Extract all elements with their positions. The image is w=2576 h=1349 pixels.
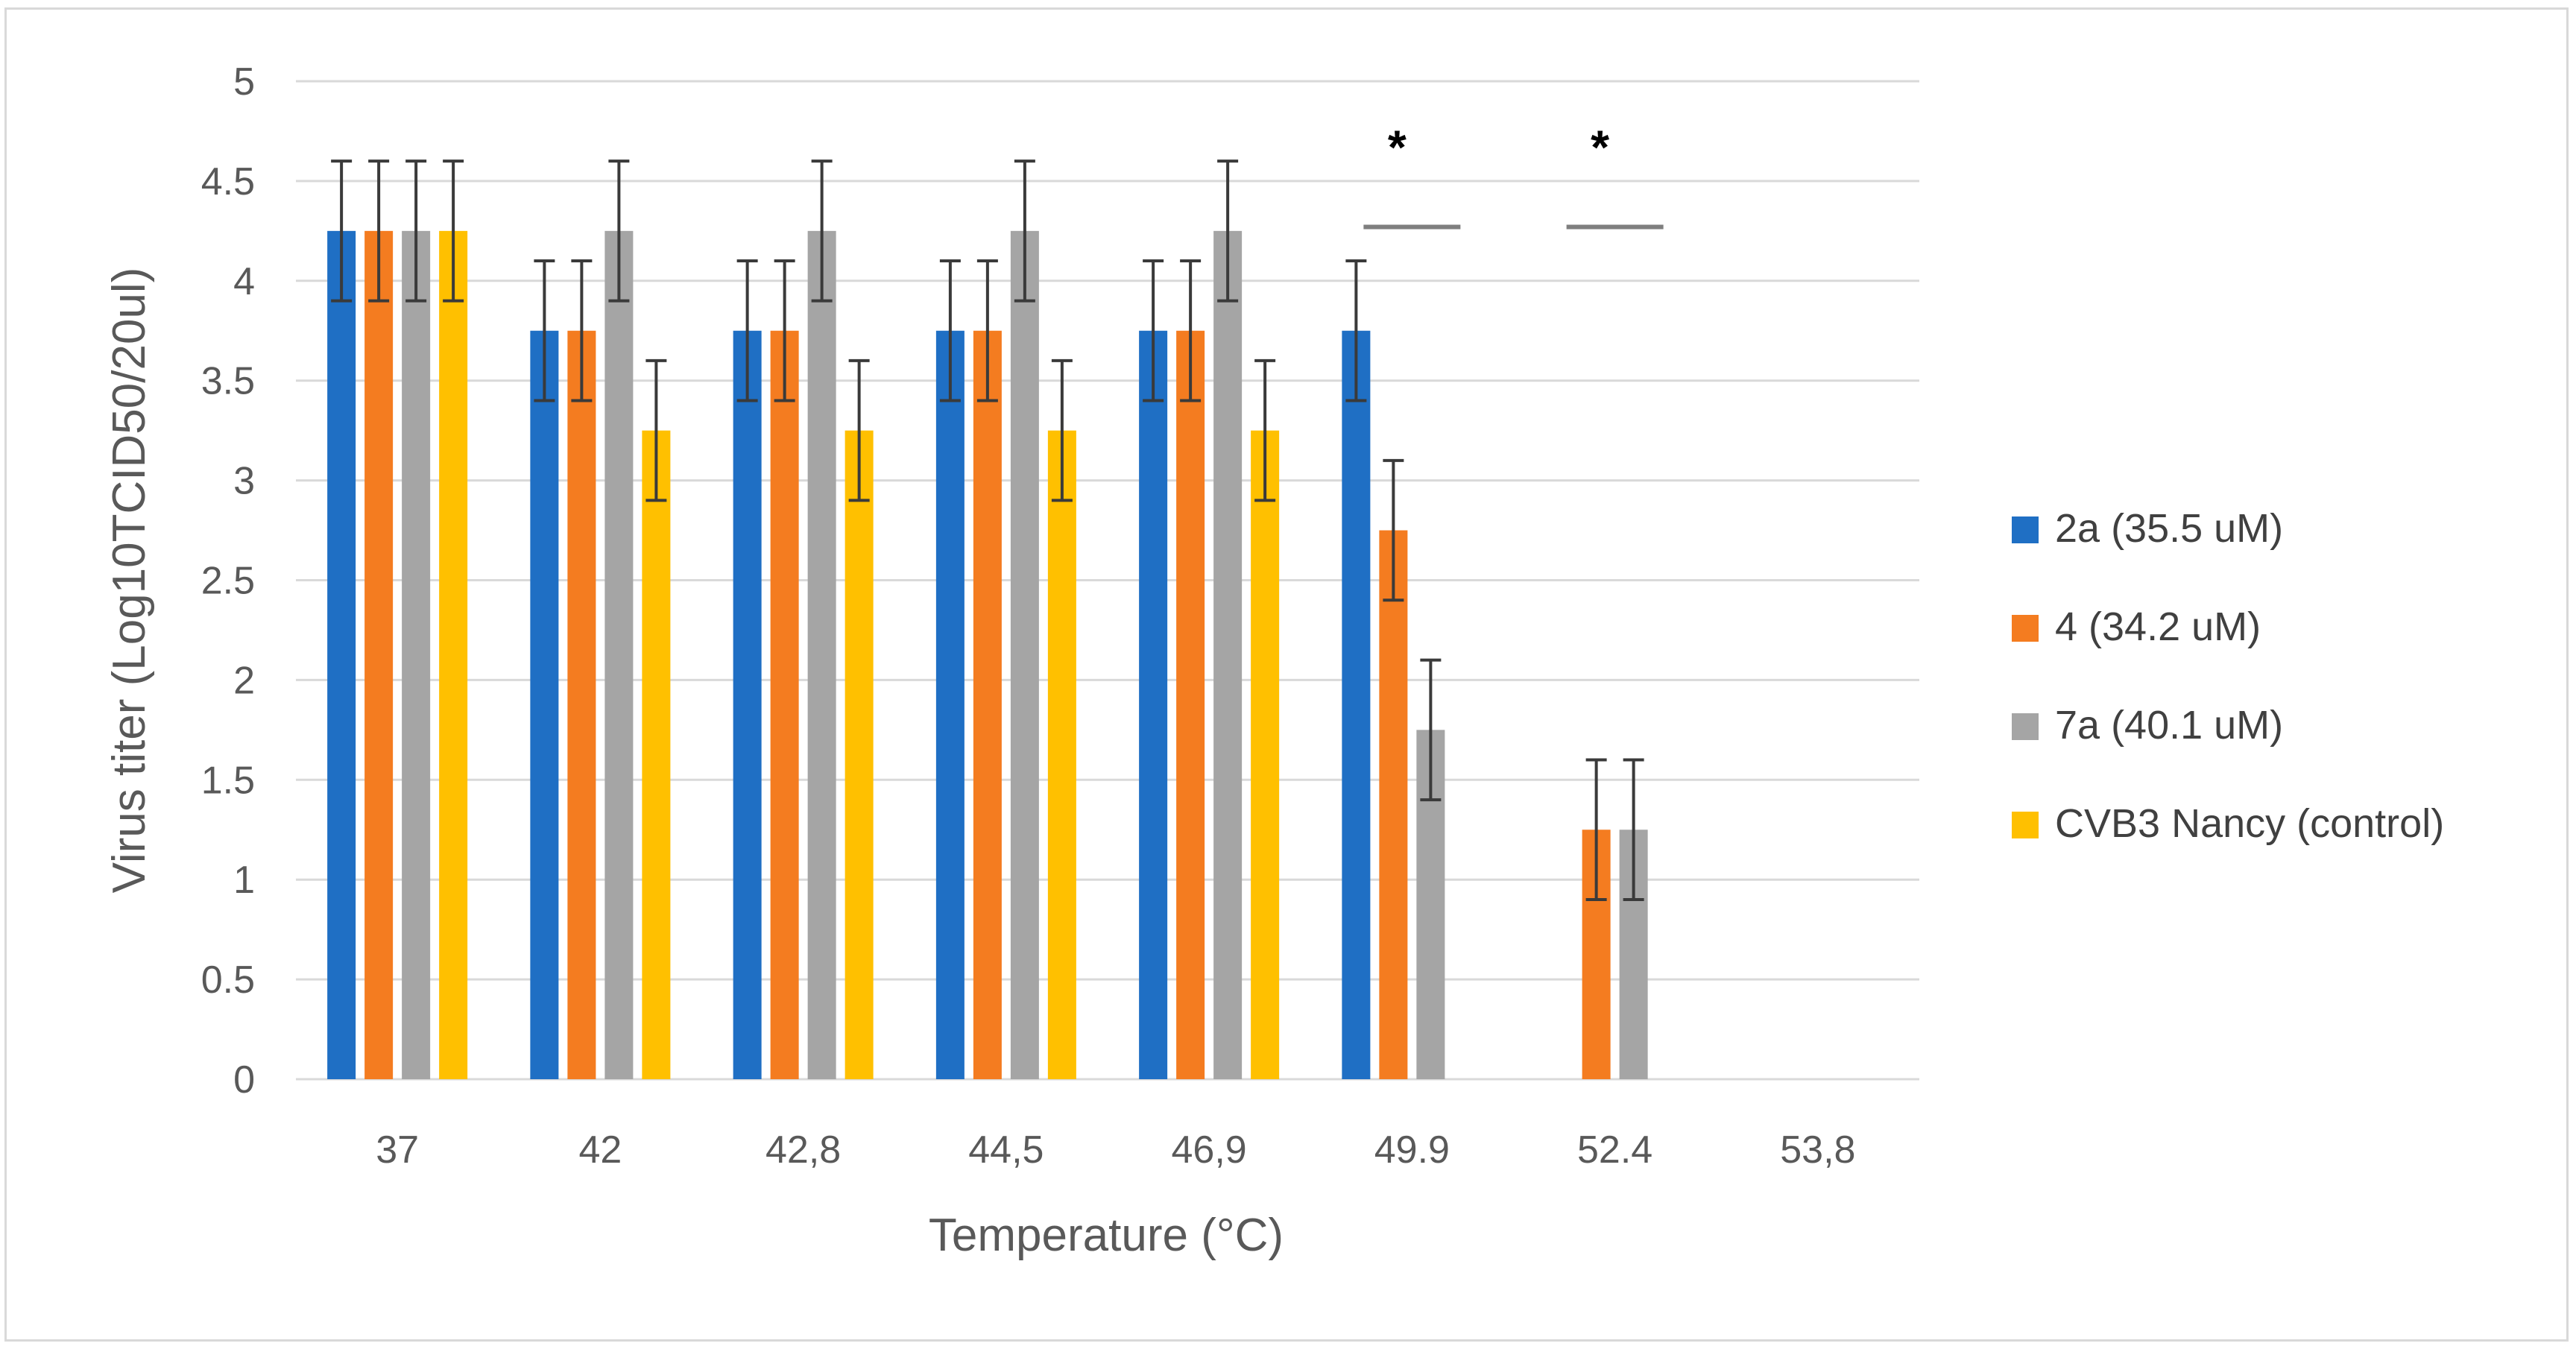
bar (1251, 430, 1280, 1079)
legend-swatch (2012, 615, 2039, 642)
bar (1139, 330, 1168, 1079)
legend-label: 4 (34.2 uM) (2055, 604, 2261, 649)
y-tick-label: 0 (233, 1058, 255, 1102)
legend-label: 7a (40.1 uM) (2055, 703, 2283, 748)
y-tick-label: 3 (233, 460, 255, 503)
bar (1342, 330, 1371, 1079)
x-tick-label: 52.4 (1577, 1128, 1652, 1172)
x-tick-label: 53,8 (1780, 1128, 1855, 1172)
bar (1379, 530, 1408, 1079)
bar (1213, 230, 1243, 1080)
significance-marker: * (1591, 120, 1609, 174)
bar (1010, 230, 1039, 1080)
y-tick-label: 1.5 (201, 759, 255, 802)
x-tick-label: 42 (578, 1128, 622, 1172)
bar (604, 230, 634, 1080)
bar (733, 330, 762, 1079)
x-axis-title: Temperature (°C) (929, 1210, 1284, 1261)
bar (935, 330, 965, 1079)
x-tick-label: 49.9 (1374, 1128, 1450, 1172)
bar (973, 330, 1002, 1079)
legend-swatch (2012, 812, 2039, 838)
bar (807, 230, 836, 1080)
bar (530, 330, 559, 1079)
y-tick-label: 1 (233, 859, 255, 902)
y-tick-label: 5 (233, 60, 255, 104)
bar (1176, 330, 1205, 1079)
bar (364, 230, 394, 1080)
y-tick-label: 4.5 (201, 160, 255, 203)
y-tick-label: 4 (233, 260, 255, 303)
chart-frame: 0 0.5 1 1.5 2 2.5 3 3.5 4 4.5 5 37 42 42,8 44,5 46,9 49.… (4, 7, 2569, 1342)
bar (845, 430, 874, 1079)
y-tick-label: 2 (233, 659, 255, 702)
legend-swatch (2012, 713, 2039, 740)
bar (439, 230, 468, 1080)
y-axis-title: Virus titer (Log10TCID50/20ul) (104, 268, 155, 894)
bar (1047, 430, 1076, 1079)
legend-label: CVB3 Nancy (control) (2055, 801, 2444, 846)
y-tick-label: 0.5 (201, 958, 255, 1002)
bar (327, 230, 356, 1080)
bar (402, 230, 431, 1080)
y-tick-label: 2.5 (201, 560, 255, 603)
significance-marker: * (1388, 120, 1407, 174)
x-tick-label: 44,5 (968, 1128, 1044, 1172)
chart: 0 0.5 1 1.5 2 2.5 3 3.5 4 4.5 5 37 42 42,8 44,5 46,9 49.… (104, 60, 2444, 1261)
legend-label: 2a (35.5 uM) (2055, 506, 2283, 551)
legend-swatch (2012, 516, 2039, 543)
x-tick-label: 37 (376, 1128, 419, 1172)
bar (567, 330, 596, 1079)
bar (770, 330, 799, 1079)
bar (642, 430, 671, 1079)
x-tick-label: 42,8 (765, 1128, 841, 1172)
y-tick-label: 3.5 (201, 360, 255, 403)
x-tick-label: 46,9 (1172, 1128, 1247, 1172)
